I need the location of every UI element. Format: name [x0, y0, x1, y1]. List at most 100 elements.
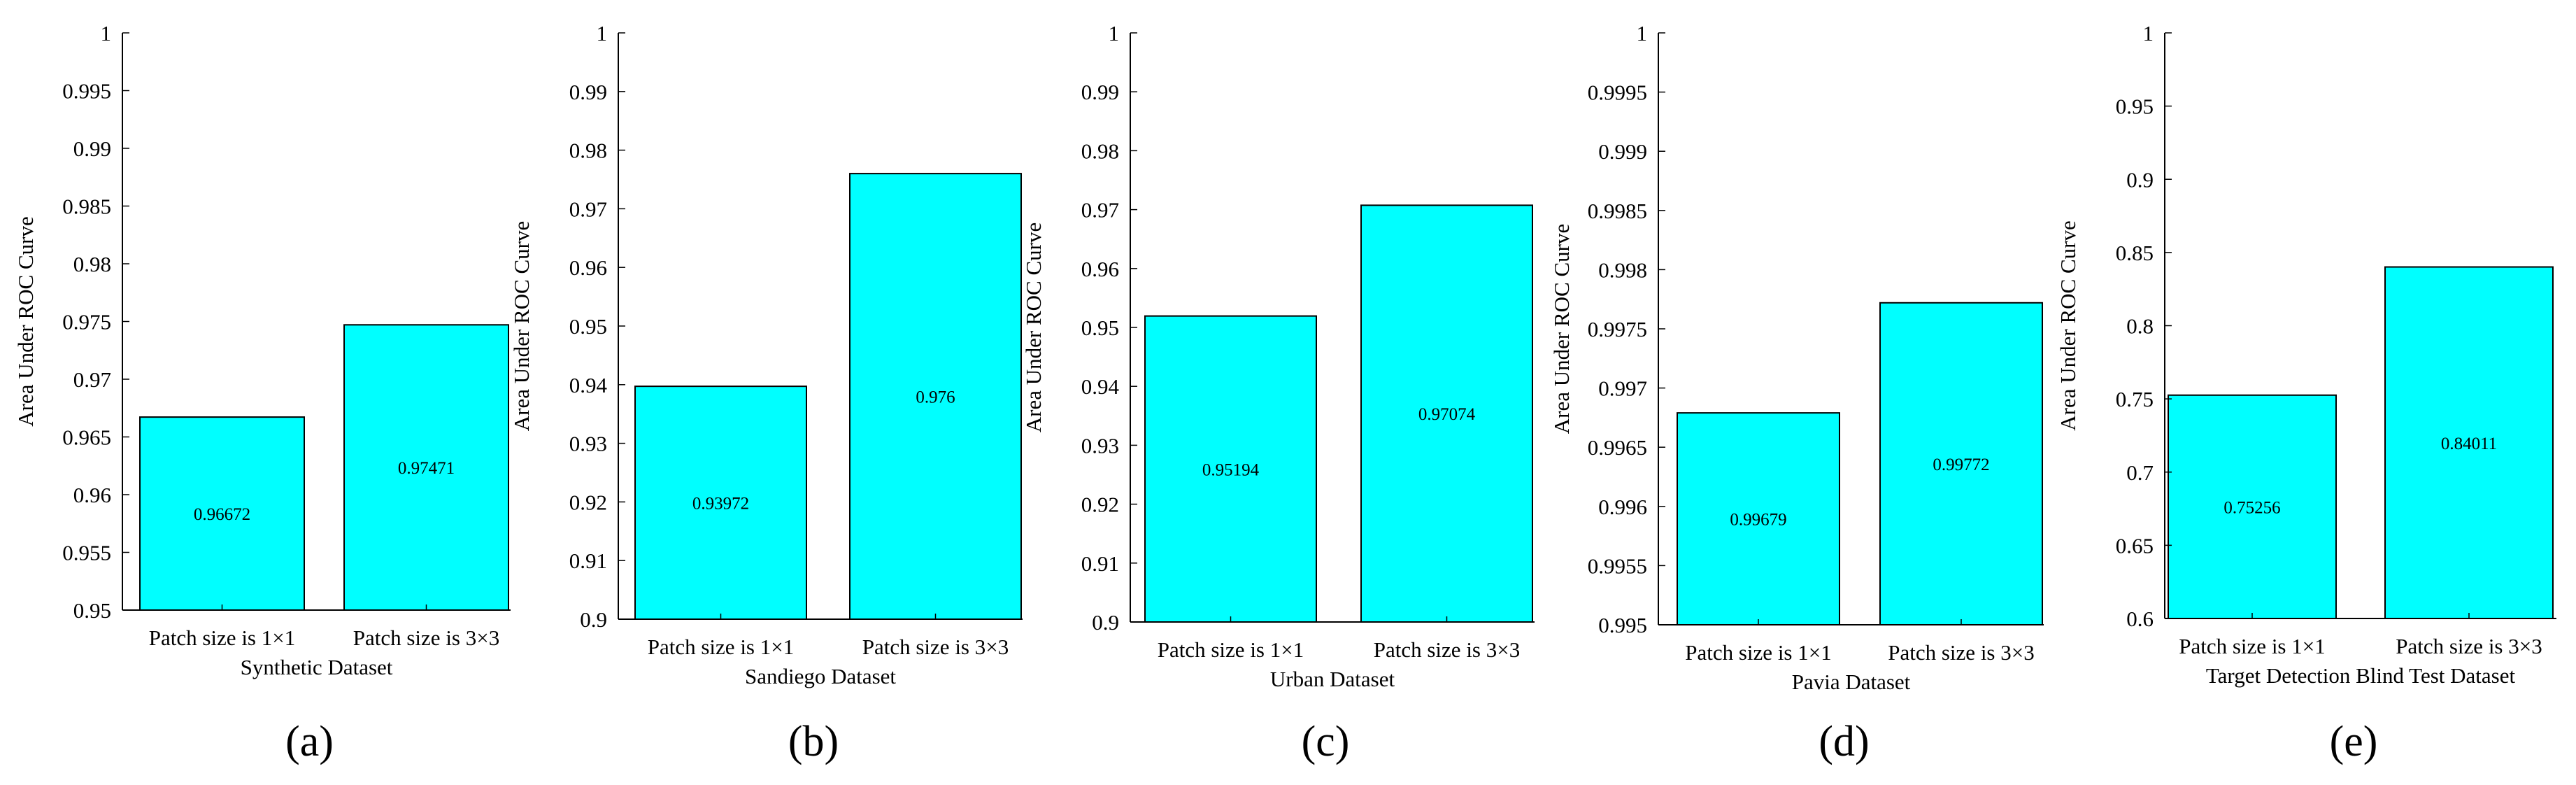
y-tick-label: 0.965 — [62, 425, 111, 450]
y-tick-label: 0.93 — [569, 432, 607, 456]
panel-label: (d) — [1819, 718, 1869, 765]
chart-panel-3: 0.95194 Patch size is 1×1 0.97074 Patch siz… — [1021, 21, 1535, 765]
y-axis-label: Area Under ROC Curve — [13, 216, 38, 426]
y-tick-label: 0.65 — [2116, 533, 2154, 558]
y-tick-label: 0.98 — [1081, 139, 1119, 163]
bar-1 — [1144, 315, 1317, 623]
y-tick-label: 0.99 — [1081, 80, 1119, 104]
chart-panel-1: 0.96672 Patch size is 1×1 0.97471 Patch siz… — [13, 21, 511, 765]
y-tick-label: 0.8 — [2126, 314, 2154, 339]
y-tick-label: 0.91 — [1081, 551, 1119, 576]
y-tick-label: 0.97 — [73, 367, 111, 392]
y-tick-label: 0.998 — [1598, 257, 1647, 282]
y-axis-label: Area Under ROC Curve — [2056, 220, 2080, 430]
y-tick-label: 0.9 — [2126, 167, 2154, 192]
bar-value-label: 0.84011 — [2441, 434, 2497, 453]
y-axis-label: Area Under ROC Curve — [1549, 224, 1574, 434]
bar-value-label: 0.75256 — [2223, 498, 2280, 517]
panel-label: (c) — [1302, 718, 1350, 765]
y-tick-label: 0.91 — [569, 549, 607, 573]
y-tick-label: 0.95 — [73, 598, 111, 623]
y-tick-label: 0.9995 — [1588, 80, 1647, 105]
y-tick-label: 0.85 — [2116, 241, 2154, 265]
y-tick-label: 1 — [1109, 21, 1120, 45]
y-tick-label: 0.9985 — [1588, 199, 1647, 223]
y-tick-label: 0.97 — [1081, 198, 1119, 222]
x-axis-label: Sandiego Dataset — [745, 664, 896, 688]
y-axis-label: Area Under ROC Curve — [1021, 222, 1046, 432]
y-tick-label: 0.98 — [569, 139, 607, 163]
y-tick-label: 1 — [597, 21, 608, 45]
bar-2 — [849, 173, 1022, 620]
y-tick-label: 0.94 — [569, 373, 608, 397]
y-tick-label: 0.9 — [1092, 610, 1119, 635]
y-tick-label: 0.99 — [569, 80, 607, 104]
y-tick-label: 0.97 — [569, 197, 607, 221]
category-label: Patch size is 1×1 — [2179, 634, 2325, 658]
y-tick-label: 0.995 — [62, 79, 111, 104]
x-axis-label: Synthetic Dataset — [241, 655, 393, 679]
y-tick-label: 0.975 — [62, 310, 111, 334]
bar-value-label: 0.99679 — [1730, 511, 1786, 530]
y-tick-label: 0.955 — [62, 541, 111, 565]
y-tick-label: 0.996 — [1598, 495, 1647, 519]
y-tick-label: 0.96 — [1081, 257, 1119, 281]
bar-1 — [1677, 412, 1840, 626]
bar-value-label: 0.99772 — [1933, 455, 1989, 474]
panel-label: (a) — [285, 718, 334, 765]
y-tick-label: 0.93 — [1081, 433, 1119, 458]
y-tick-label: 0.92 — [569, 490, 607, 514]
y-tick-label: 0.95 — [569, 314, 607, 339]
bar-2 — [1879, 302, 2043, 625]
y-tick-label: 0.95 — [2116, 94, 2154, 119]
y-tick-label: 0.99 — [73, 136, 111, 161]
category-label: Patch size is 3×3 — [2396, 634, 2542, 658]
category-label: Patch size is 3×3 — [1374, 637, 1520, 662]
y-tick-label: 0.9975 — [1588, 317, 1647, 341]
bar-1 — [634, 386, 807, 621]
y-tick-label: 0.985 — [62, 195, 111, 219]
bar-value-label: 0.95194 — [1202, 460, 1260, 479]
y-tick-label: 0.7 — [2126, 460, 2154, 485]
category-label: Patch size is 3×3 — [353, 625, 499, 650]
x-axis-label: Target Detection Blind Test Dataset — [2206, 663, 2516, 688]
y-tick-label: 0.6 — [2126, 607, 2154, 631]
panel-label: (e) — [2330, 718, 2378, 765]
bar-2 — [2384, 266, 2554, 619]
y-tick-label: 0.92 — [1081, 493, 1119, 517]
category-label: Patch size is 1×1 — [648, 635, 794, 659]
y-tick-label: 0.995 — [1598, 613, 1647, 637]
bar-value-label: 0.97471 — [398, 459, 455, 478]
bar-2 — [343, 324, 509, 611]
y-tick-label: 0.9 — [580, 607, 607, 632]
chart-panel-4: 0.99679 Patch size is 1×1 0.99772 Patch siz… — [1549, 21, 2044, 765]
category-label: Patch size is 3×3 — [1888, 640, 2034, 665]
bar-1 — [139, 416, 305, 611]
y-tick-label: 0.98 — [73, 252, 111, 276]
bar-2 — [1360, 204, 1533, 623]
y-axis-label: Area Under ROC Curve — [509, 221, 534, 431]
bar-value-label: 0.97074 — [1418, 405, 1476, 424]
bar-value-label: 0.96672 — [194, 505, 250, 524]
y-tick-label: 0.95 — [1081, 316, 1119, 340]
y-tick-label: 0.999 — [1598, 139, 1647, 164]
y-tick-label: 0.9955 — [1588, 553, 1647, 578]
bar-value-label: 0.976 — [916, 388, 955, 407]
y-tick-label: 0.94 — [1081, 374, 1120, 399]
y-tick-label: 0.96 — [73, 483, 111, 507]
bar-value-label: 0.93972 — [692, 495, 749, 514]
y-tick-label: 0.997 — [1598, 376, 1647, 401]
chart-panel-5: 0.75256 Patch size is 1×1 0.84011 Patch siz… — [2056, 21, 2556, 765]
bar-1 — [2168, 394, 2337, 619]
x-axis-label: Urban Dataset — [1270, 667, 1395, 691]
category-label: Patch size is 1×1 — [149, 625, 295, 650]
y-tick-label: 1 — [2143, 21, 2154, 45]
category-label: Patch size is 1×1 — [1685, 640, 1831, 665]
y-tick-label: 0.9965 — [1588, 435, 1647, 460]
y-tick-label: 0.96 — [569, 255, 607, 280]
y-tick-label: 0.75 — [2116, 387, 2154, 411]
x-axis-label: Pavia Dataset — [1792, 670, 1911, 694]
y-tick-label: 1 — [1637, 21, 1648, 45]
chart-panel-2: 0.93972 Patch size is 1×1 0.976 Patch size … — [509, 21, 1023, 765]
